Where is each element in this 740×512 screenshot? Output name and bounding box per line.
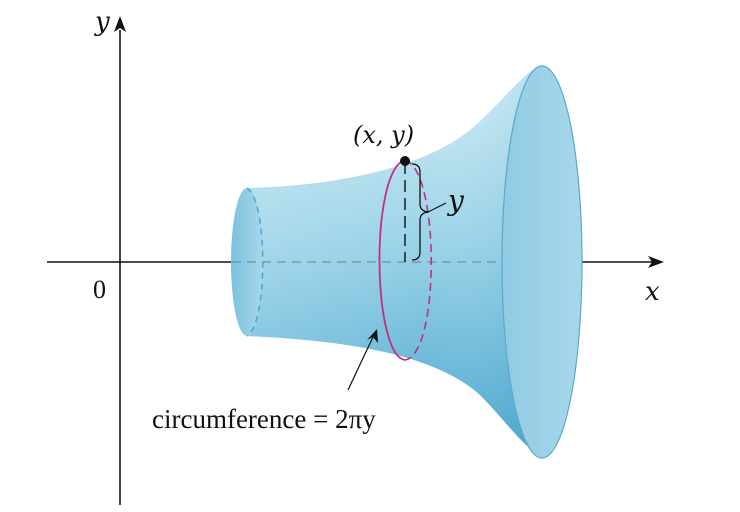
- point-on-curve: [400, 156, 410, 166]
- surface-shading: [247, 66, 545, 458]
- circle-back-arc: [404, 159, 432, 361]
- radius-label: y: [446, 184, 465, 217]
- origin-label: 0: [93, 275, 106, 304]
- right-end-cap: [501, 65, 583, 459]
- caption-arrow-line: [347, 336, 374, 391]
- y-axis-label: y: [94, 7, 110, 37]
- point-label: (x, y): [353, 121, 414, 149]
- caption-arrowhead: [367, 329, 378, 343]
- circle-front-arc: [378, 159, 406, 361]
- radius-label-leader: [427, 202, 447, 213]
- revolution-circle: [378, 159, 432, 361]
- x-axis-arrowhead: [648, 256, 664, 268]
- y-axis-arrowhead: [114, 16, 126, 32]
- x-axis-label: x: [645, 277, 660, 307]
- circumference-caption: circumference = 2πy: [152, 404, 376, 434]
